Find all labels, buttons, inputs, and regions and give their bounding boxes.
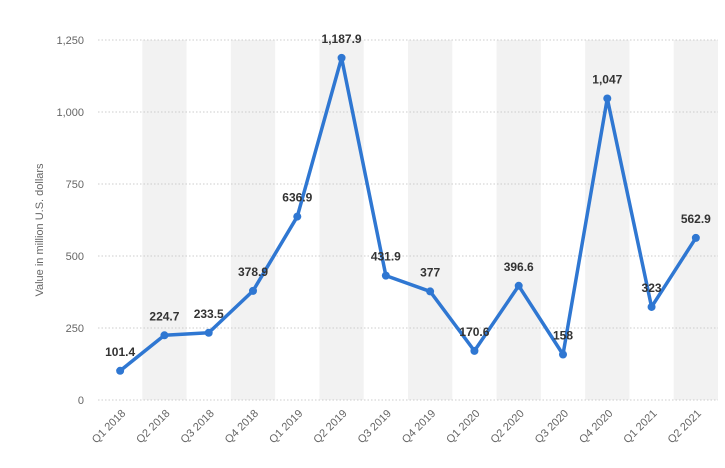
data-point[interactable]: [559, 350, 567, 359]
category-bands: [142, 40, 718, 400]
data-point[interactable]: [647, 302, 656, 311]
data-label: 233.5: [194, 307, 224, 321]
y-tick-label: 250: [66, 323, 84, 335]
data-point[interactable]: [116, 366, 125, 375]
x-tick-label: Q1 2020: [444, 408, 482, 446]
y-tick-label: 1,250: [56, 35, 84, 47]
data-point[interactable]: [470, 346, 479, 355]
x-tick-label: Q4 2019: [400, 408, 438, 446]
data-point[interactable]: [381, 271, 390, 280]
x-tick-label: Q2 2018: [134, 408, 172, 446]
data-label: 1,187.9: [322, 32, 362, 46]
category-band: [673, 40, 718, 400]
y-tick-label: 500: [66, 251, 84, 263]
x-tick-label: Q1 2021: [621, 408, 659, 446]
data-point[interactable]: [293, 212, 302, 221]
category-band: [585, 40, 630, 400]
data-point[interactable]: [160, 331, 169, 340]
x-tick-label: Q2 2019: [311, 408, 349, 446]
data-label: 101.4: [105, 345, 135, 359]
data-label: 158: [553, 328, 573, 342]
data-label: 1,047: [592, 72, 622, 86]
x-tick-label: Q2 2021: [666, 408, 704, 446]
data-labels: 101.4 224.7 233.5 378.9 636.9 1,187.9 431.9 377…: [105, 32, 711, 359]
x-tick-label: Q3 2019: [356, 408, 394, 446]
x-axis-ticks: Q1 2018 Q2 2018 Q3 2018 Q4 2018 Q1 2019 Q2 20…: [90, 408, 704, 446]
category-band: [496, 40, 541, 400]
data-label: 396.6: [504, 260, 534, 274]
series-line: [118, 56, 698, 373]
y-axis-title: Value in million U.S. dollars: [34, 163, 46, 297]
category-band: [230, 40, 276, 400]
data-label: 636.9: [282, 191, 312, 205]
x-tick-label: Q3 2018: [179, 408, 217, 446]
data-point[interactable]: [204, 328, 213, 337]
data-point[interactable]: [426, 287, 435, 296]
x-tick-label: Q4 2020: [577, 408, 615, 446]
x-tick-label: Q3 2020: [533, 408, 571, 446]
data-label: 224.7: [149, 309, 179, 323]
x-tick-label: Q4 2018: [223, 408, 261, 446]
x-tick-label: Q1 2019: [267, 408, 305, 446]
category-band: [142, 40, 187, 400]
x-tick-label: Q1 2018: [90, 408, 128, 446]
data-label: 562.9: [681, 212, 711, 226]
data-label: 323: [642, 281, 662, 295]
data-point[interactable]: [691, 233, 700, 242]
y-tick-label: 1,000: [56, 107, 84, 119]
y-axis-ticks: 0 250 500 750 1,000 1,250: [56, 35, 84, 407]
data-label: 378.9: [238, 265, 268, 279]
y-tick-label: 0: [78, 395, 84, 407]
series-group: [116, 53, 700, 375]
category-band: [408, 40, 453, 400]
data-point[interactable]: [603, 94, 612, 103]
data-point[interactable]: [249, 286, 257, 295]
data-label: 431.9: [371, 250, 401, 264]
data-label: 170.6: [459, 325, 489, 339]
category-band: [319, 40, 364, 400]
data-label: 377: [420, 265, 440, 279]
data-point[interactable]: [337, 53, 346, 62]
x-tick-label: Q2 2020: [489, 408, 527, 446]
data-point[interactable]: [514, 281, 523, 290]
y-tick-label: 750: [66, 179, 84, 191]
